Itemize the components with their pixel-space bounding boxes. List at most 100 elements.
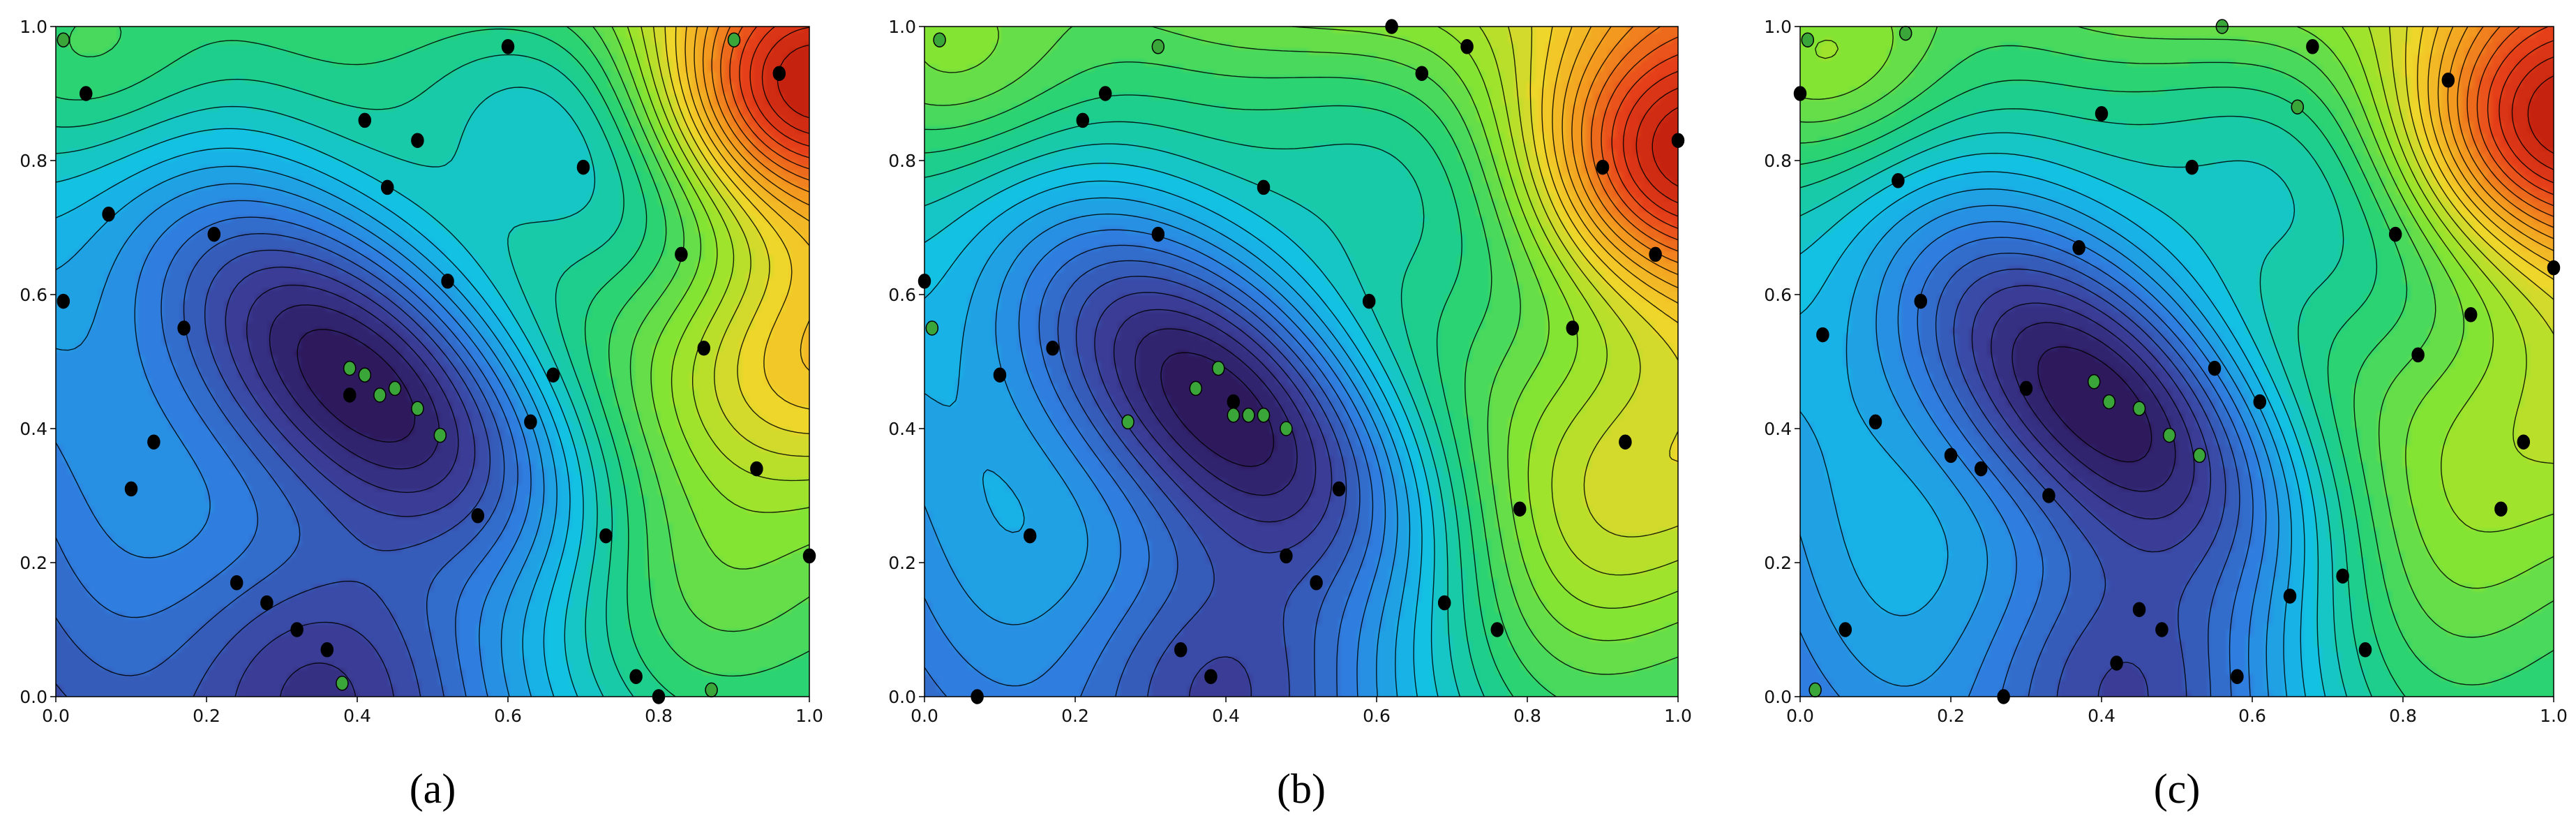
y-tick-label: 1.0: [20, 17, 47, 37]
sample-points-b: [918, 19, 1685, 704]
axes-b: 0.0 0.2 0.4 0.6 0.8 1.0 0.0 0.2 0.4 0.6 0.8 1.0: [888, 17, 1692, 726]
y-tick-label: 0.4: [1764, 419, 1792, 439]
contour-line: [2527, 75, 2554, 154]
contour-line: [55, 200, 532, 697]
sample-point-black: [380, 179, 394, 195]
sample-point-black: [2464, 307, 2478, 322]
contour-line: [1815, 26, 2554, 533]
sample-point-black: [1151, 226, 1165, 242]
contour-line: [924, 180, 1423, 697]
sample-point-black: [1839, 622, 1852, 637]
sample-point-green: [2193, 447, 2206, 464]
sample-point-black: [2253, 394, 2267, 410]
contour-line: [1075, 276, 1347, 697]
sample-point-green: [2132, 401, 2146, 416]
contour-line: [1478, 26, 1679, 576]
sample-point-green: [925, 320, 939, 336]
sample-point-black: [102, 207, 115, 222]
x-tick-label: 1.0: [795, 706, 823, 726]
contour-line: [2012, 322, 2176, 492]
axes-frame: [924, 26, 1679, 697]
x-tick-label: 0.0: [911, 706, 938, 726]
contour-line: [924, 244, 1374, 697]
contour-line: [924, 213, 1398, 697]
contour-line: [55, 183, 545, 697]
sample-point-green: [1809, 682, 1822, 698]
sample-point-black: [546, 367, 560, 383]
contour-plot-area-c: [1799, 26, 2554, 697]
contour-line: [1953, 268, 2226, 697]
contour-line: [761, 27, 810, 134]
contour-line: [2487, 26, 2554, 195]
sample-point-black: [2095, 106, 2109, 121]
y-tick-label: 0.2: [888, 553, 916, 573]
sample-point-green: [1801, 32, 1815, 47]
x-tick-label: 0.6: [494, 706, 522, 726]
contour-line: [2457, 26, 2554, 228]
sample-point-black: [524, 414, 537, 430]
axes-frame: [55, 26, 810, 697]
contour-line: [924, 229, 1386, 697]
sample-point-black: [2358, 642, 2372, 658]
contour-line: [749, 26, 810, 147]
sample-point-black: [1076, 112, 1090, 128]
y-tick-label: 1.0: [888, 17, 916, 37]
sample-point-black: [576, 159, 590, 175]
y-tick-label: 0.0: [888, 687, 916, 707]
contour-line: [1799, 80, 2406, 697]
contour-fill: [56, 27, 809, 697]
x-tick-label: 0.4: [1212, 706, 1240, 726]
contour-line: [2511, 56, 2554, 170]
x-tick-label: 0.2: [1061, 706, 1089, 726]
contour-line: [2466, 26, 2554, 217]
axes-a: 0.0 0.2 0.4 0.6 0.8 1.0 0.0 0.2 0.4 0.6 0.8 1.0: [20, 17, 823, 726]
contour-line: [2437, 26, 2554, 251]
sample-point-green: [705, 682, 718, 698]
x-tick-label: 1.0: [1664, 706, 1692, 726]
contour-line: [2388, 26, 2554, 335]
contour-line: [711, 26, 810, 193]
contour-line: [2417, 26, 2554, 280]
contour-line: [924, 197, 1411, 697]
sample-point-black: [147, 434, 160, 450]
contour-line: [55, 249, 491, 697]
sample-point-black: [1415, 66, 1429, 81]
sample-point-green: [343, 360, 357, 376]
sample-point-green: [1257, 408, 1271, 423]
sample-point-black: [1204, 669, 1218, 684]
contour-line: [1562, 26, 1679, 288]
sample-point-green: [1899, 25, 1912, 41]
sample-point-black: [57, 293, 70, 309]
contour-line: [611, 26, 810, 570]
sample-point-green: [411, 401, 424, 416]
x-tick-label: 0.4: [343, 706, 371, 726]
sample-point-black: [1869, 414, 1882, 430]
x-tick-label: 0.6: [1363, 706, 1391, 726]
sample-point-black: [290, 622, 304, 637]
contour-line: [55, 165, 557, 697]
contour-line: [675, 26, 810, 410]
contour-line: [924, 26, 1679, 642]
sample-point-black: [1046, 341, 1059, 356]
sample-point-black: [1310, 575, 1323, 591]
contour-line: [684, 26, 810, 371]
sample-point-green: [2162, 427, 2176, 443]
sample-point-black: [2155, 622, 2169, 637]
sample-point-black: [320, 642, 334, 658]
x-tick-label: 0.2: [193, 706, 220, 726]
sample-point-black: [411, 133, 424, 148]
x-tick-label: 0.8: [2389, 706, 2417, 726]
sample-point-black: [1280, 548, 1293, 564]
panel-c: 0.0 0.2 0.4 0.6 0.8 1.0 0.0 0.2 0.4 0.6 0.8 1.0 (c): [1764, 17, 2568, 812]
contour-line: [1799, 132, 2348, 697]
contour-line: [924, 61, 1557, 697]
sample-point-black: [697, 341, 711, 356]
y-tick-label: 0.0: [1764, 687, 1792, 707]
contour-line: [1799, 26, 2554, 589]
sample-points-c: [1793, 19, 2561, 704]
sample-point-black: [772, 66, 786, 81]
sample-point-black: [1257, 179, 1271, 195]
y-tick-label: 0.4: [20, 419, 47, 439]
sample-point-black: [441, 274, 454, 289]
